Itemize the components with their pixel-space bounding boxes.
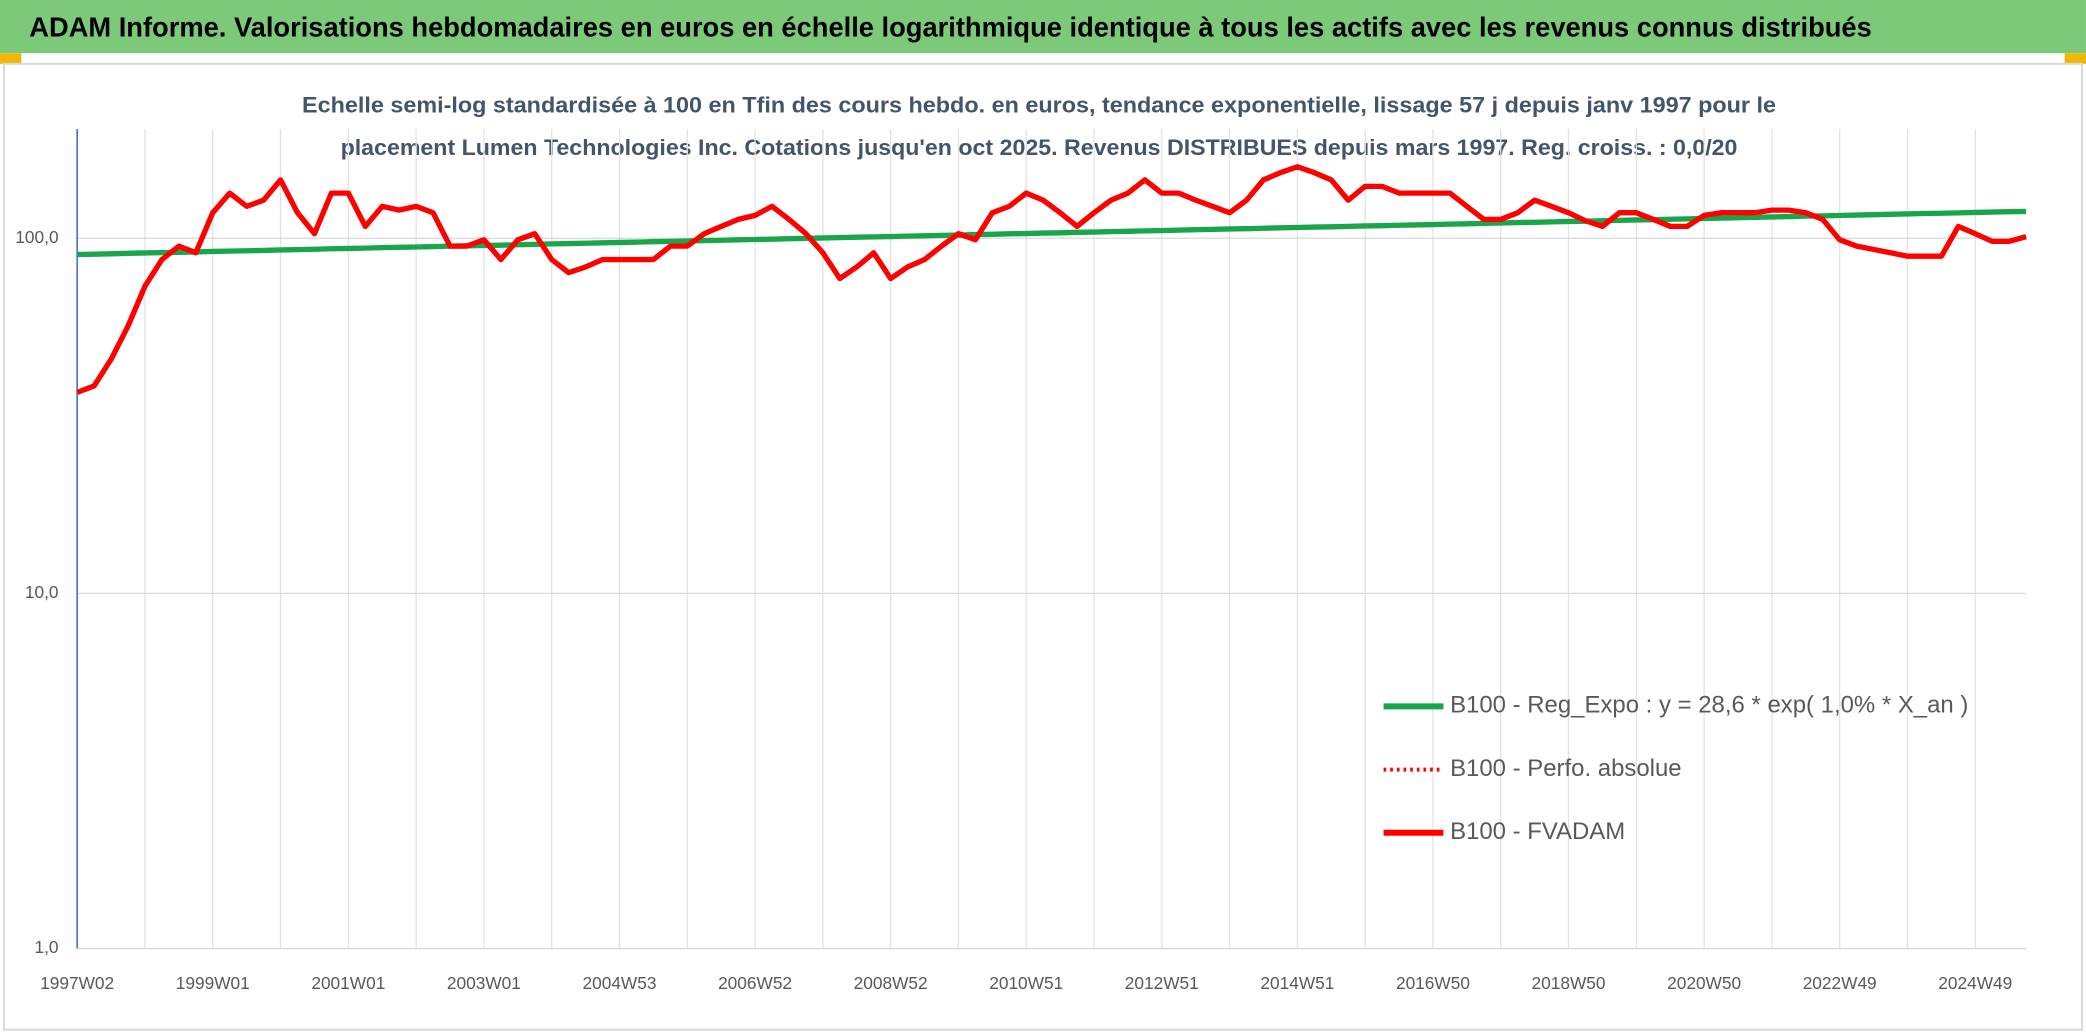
x-tick-label: 1997W02 [40,973,114,993]
x-tick-label: 2006W52 [718,973,792,993]
x-tick-label: 1999W01 [176,973,250,993]
x-tick-label: 2003W01 [447,973,521,993]
y-tick-label: 1,0 [35,937,59,957]
legend-label: B100 - Perfo. absolue [1450,755,1682,782]
x-tick-label: 2018W50 [1532,973,1606,993]
series-line [76,164,2027,395]
x-tick-label: 2012W51 [1125,973,1199,993]
x-tick-label: 2016W50 [1396,973,1470,993]
x-tick-label: 2022W49 [1803,973,1877,993]
chart-title: ADAM Informe. Valorisations hebdomadaire… [29,12,1872,43]
plot-area: 1,0 10,0 100,0 1997W02 1999W01 2001W01 2003W01… [15,129,2027,993]
legend-label: B100 - FVADAM [1450,818,1625,845]
y-tick-label: 100,0 [15,227,58,247]
x-tick-label: 2001W01 [311,973,385,993]
x-tick-label: 2024W49 [1938,973,2012,993]
y-tick-label: 10,0 [25,582,59,602]
x-tick-label: 2010W51 [989,973,1063,993]
chart-subtitle: placement Lumen Technologies Inc. Cotati… [341,135,1738,160]
chart-frame [3,62,2083,1031]
corner [2064,53,2086,64]
x-tick-label: 2008W52 [854,973,928,993]
x-tick-label: 2004W53 [583,973,657,993]
legend-label: B100 - Reg_Expo : y = 28,6 * exp( 1,0% *… [1450,692,1968,719]
chart-subtitle: Echelle semi-log standardisée à 100 en T… [302,92,1776,117]
x-tick-label: 2020W50 [1667,973,1741,993]
x-tick-label: 2014W51 [1260,973,1334,993]
corner [0,53,22,64]
header-band [0,0,2086,54]
